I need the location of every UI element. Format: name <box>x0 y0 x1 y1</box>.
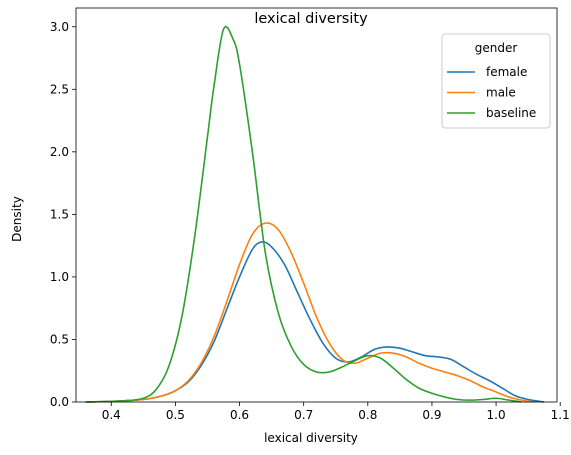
x-tick-label: 0.6 <box>230 408 249 422</box>
legend-box <box>441 33 551 129</box>
x-tick-label: 1.1 <box>551 408 570 422</box>
y-tick-label: 3.0 <box>50 20 69 34</box>
y-tick-label: 0.0 <box>50 395 69 409</box>
plot-area <box>85 25 545 403</box>
series-line-baseline <box>85 25 522 403</box>
y-tick-label: 1.5 <box>50 207 69 221</box>
chart-title: lexical diversity <box>254 11 368 27</box>
x-tick-label: 0.9 <box>422 408 441 422</box>
x-tick-label: 0.5 <box>166 408 185 422</box>
y-tick-label: 2.0 <box>50 145 69 159</box>
y-tick-label: 2.5 <box>50 82 69 96</box>
legend-label-female: female <box>486 65 527 79</box>
x-tick-label: 0.7 <box>294 408 313 422</box>
x-tick-label: 1.0 <box>487 408 506 422</box>
x-tick-label: 0.4 <box>102 408 121 422</box>
legend-items: female male baseline <box>447 65 536 120</box>
y-tick-label: 1.0 <box>50 270 69 284</box>
x-tick-label: 0.8 <box>358 408 377 422</box>
legend-title: gender <box>475 41 518 55</box>
y-axis-label: Density <box>10 196 24 242</box>
legend-label-male: male <box>486 86 516 100</box>
legend: gender female male baseline <box>441 33 551 129</box>
x-axis-label: lexical diversity <box>264 431 358 445</box>
legend-label-baseline: baseline <box>486 106 536 120</box>
x-axis-ticks: 0.4 0.5 0.6 0.7 0.8 0.9 1.0 1.1 <box>102 402 570 422</box>
plot-frame <box>75 7 558 403</box>
series-line-male <box>85 222 535 403</box>
y-axis-ticks: 0.0 0.5 1.0 1.5 2.0 2.5 3.0 <box>50 20 76 409</box>
y-tick-label: 0.5 <box>50 332 69 346</box>
series-line-female <box>85 241 545 403</box>
